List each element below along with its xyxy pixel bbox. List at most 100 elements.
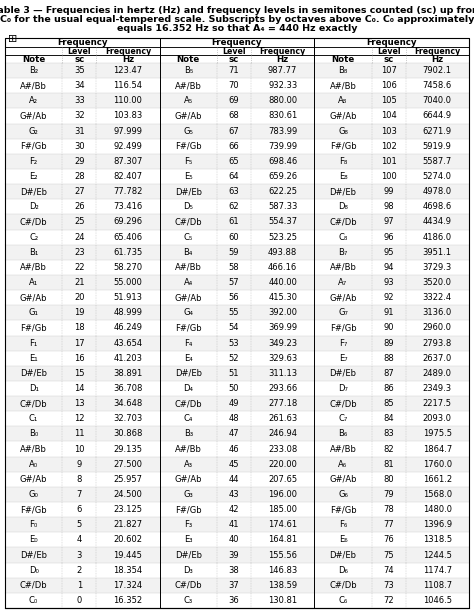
Text: D₂: D₂ — [29, 203, 38, 211]
Bar — [160, 169, 314, 184]
Text: 56: 56 — [228, 293, 239, 302]
Text: C₄: C₄ — [183, 414, 193, 424]
Text: 185.00: 185.00 — [268, 505, 297, 514]
Text: D#/Eb: D#/Eb — [329, 187, 356, 196]
Text: 29: 29 — [74, 157, 84, 166]
Bar — [160, 532, 314, 548]
Text: 22: 22 — [74, 263, 84, 272]
Bar — [160, 502, 314, 517]
Text: 34: 34 — [74, 81, 84, 90]
Bar — [314, 396, 469, 411]
Text: C#/Db: C#/Db — [329, 581, 357, 590]
Text: F₅: F₅ — [184, 157, 192, 166]
Bar — [314, 502, 469, 517]
Text: 25.957: 25.957 — [113, 475, 143, 484]
Text: 77: 77 — [383, 520, 394, 529]
Text: D₁: D₁ — [28, 384, 38, 393]
Text: E₆: E₆ — [338, 536, 347, 545]
Text: F#/Gb: F#/Gb — [175, 323, 201, 332]
Text: 71: 71 — [228, 66, 239, 75]
Text: C₀: C₀ — [29, 596, 38, 605]
Text: 261.63: 261.63 — [268, 414, 297, 424]
Text: 415.30: 415.30 — [268, 293, 297, 302]
Text: D#/Eb: D#/Eb — [20, 187, 47, 196]
Text: A₅: A₅ — [184, 96, 193, 105]
Bar — [160, 593, 314, 608]
Bar — [314, 548, 469, 562]
Text: 73: 73 — [383, 581, 394, 590]
Bar — [160, 124, 314, 139]
Bar — [5, 214, 160, 230]
Text: G#/Ab: G#/Ab — [174, 475, 202, 484]
Text: 6271.9: 6271.9 — [423, 127, 452, 136]
Text: C₁: C₁ — [29, 414, 38, 424]
Bar — [314, 411, 469, 427]
Text: 23: 23 — [74, 248, 84, 257]
Bar — [314, 275, 469, 290]
Text: 98: 98 — [383, 203, 394, 211]
Text: 38.891: 38.891 — [113, 369, 143, 378]
Bar — [160, 366, 314, 381]
Text: F₄: F₄ — [184, 338, 192, 348]
Text: 3729.3: 3729.3 — [423, 263, 452, 272]
Text: G₂: G₂ — [29, 127, 38, 136]
Text: Frequency: Frequency — [366, 38, 417, 47]
Bar — [314, 245, 469, 260]
Text: 1108.7: 1108.7 — [423, 581, 452, 590]
Text: G₆: G₆ — [338, 490, 348, 499]
Bar — [5, 200, 160, 214]
Text: 9: 9 — [77, 460, 82, 469]
Bar — [314, 55, 469, 63]
Text: 2349.3: 2349.3 — [423, 384, 452, 393]
Text: D₄: D₄ — [183, 384, 193, 393]
Text: 69: 69 — [228, 96, 239, 105]
Bar — [5, 457, 160, 472]
Bar — [5, 93, 160, 108]
Bar — [5, 305, 160, 320]
Bar — [5, 78, 160, 93]
Text: Note: Note — [177, 54, 200, 64]
Bar — [160, 260, 314, 275]
Text: 75: 75 — [383, 551, 394, 559]
Text: 24.500: 24.500 — [113, 490, 142, 499]
Text: A#/Bb: A#/Bb — [329, 81, 356, 90]
Text: 7458.6: 7458.6 — [423, 81, 452, 90]
Text: F₀: F₀ — [29, 520, 38, 529]
Text: 6: 6 — [77, 505, 82, 514]
Text: 48.999: 48.999 — [113, 308, 143, 317]
Text: 3: 3 — [77, 551, 82, 559]
Bar — [160, 139, 314, 154]
Text: 523.25: 523.25 — [268, 233, 297, 242]
Text: 932.33: 932.33 — [268, 81, 297, 90]
Text: 83: 83 — [383, 430, 394, 438]
Text: 392.00: 392.00 — [268, 308, 297, 317]
Text: A#/Bb: A#/Bb — [329, 263, 356, 272]
Text: 2093.0: 2093.0 — [423, 414, 452, 424]
Text: 52: 52 — [228, 354, 239, 363]
Bar — [5, 562, 160, 578]
Text: 2637.0: 2637.0 — [423, 354, 452, 363]
Text: B₀: B₀ — [29, 430, 38, 438]
Bar — [5, 290, 160, 305]
Text: 48: 48 — [228, 414, 239, 424]
Text: 47: 47 — [228, 430, 239, 438]
Bar — [160, 562, 314, 578]
Text: 220.00: 220.00 — [268, 460, 297, 469]
Bar — [314, 260, 469, 275]
Bar — [314, 320, 469, 335]
Text: E₄: E₄ — [184, 354, 192, 363]
Text: 31: 31 — [74, 127, 84, 136]
Bar — [160, 335, 314, 351]
Text: F#/Gb: F#/Gb — [20, 142, 47, 151]
Text: 41: 41 — [228, 520, 239, 529]
Text: 155.56: 155.56 — [268, 551, 297, 559]
Text: 49: 49 — [228, 399, 239, 408]
Bar — [160, 184, 314, 200]
Text: D#/Eb: D#/Eb — [20, 551, 47, 559]
Text: 67: 67 — [228, 127, 239, 136]
Text: 1046.5: 1046.5 — [423, 596, 452, 605]
Text: 101: 101 — [381, 157, 396, 166]
Text: E₅: E₅ — [184, 172, 192, 181]
Text: 62: 62 — [228, 203, 239, 211]
Text: 1318.5: 1318.5 — [423, 536, 452, 545]
